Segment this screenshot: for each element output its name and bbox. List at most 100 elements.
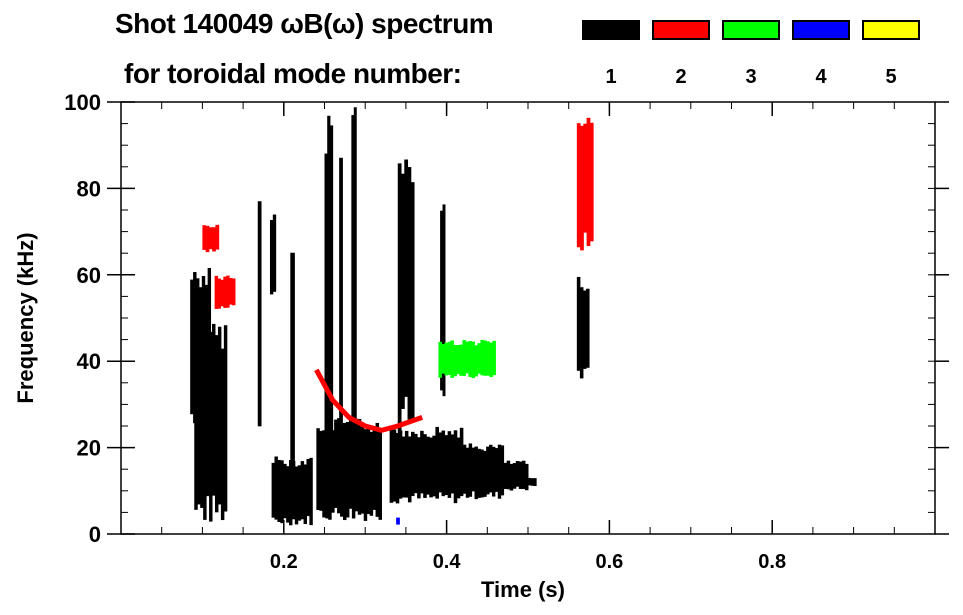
spectral-patch-mode-1 (257, 201, 262, 427)
spectral-strip (521, 460, 526, 490)
spectral-strip (497, 444, 502, 499)
spectral-strip (223, 276, 227, 308)
y-tick-label: 20 (77, 436, 101, 461)
spectral-strip (226, 275, 230, 308)
spectral-strip (583, 123, 588, 233)
spectral-strip (465, 341, 469, 374)
spectral-strip (456, 344, 460, 375)
spectral-strip (272, 214, 277, 292)
spectral-strip (486, 446, 490, 495)
y-tick-label: 40 (77, 349, 101, 374)
spectral-strip (483, 450, 487, 497)
spectral-strip (215, 224, 220, 250)
spectral-patch-mode-4 (396, 517, 400, 525)
spectral-strip (417, 437, 421, 499)
spectral-strip (325, 417, 329, 519)
spectral-strip (491, 446, 496, 497)
spectral-strip (353, 107, 357, 465)
spectral-strip (410, 182, 415, 420)
spectral-patch-mode-1 (351, 107, 357, 483)
spectral-strip (206, 348, 210, 497)
spectral-strip (297, 465, 302, 521)
spectral-strip (589, 122, 594, 242)
spectral-patch-mode-1 (194, 319, 228, 522)
spectral-patch-mode-2 (214, 275, 236, 309)
spectral-strip (271, 462, 275, 518)
chart-subtitle: for toroidal mode number: (124, 58, 462, 89)
spectral-patch-mode-1 (576, 276, 590, 379)
spectral-strip (300, 461, 305, 520)
spectral-strip (410, 431, 415, 497)
spectral-patch-mode-1 (389, 426, 464, 504)
spectral-patch-mode-2 (576, 117, 594, 251)
spectral-strip (459, 344, 463, 376)
spectral-strip (203, 319, 207, 520)
spectral-strip (586, 117, 591, 247)
spectral-strip (468, 443, 473, 497)
spectral-strip (369, 431, 374, 516)
spectral-strip (471, 341, 475, 379)
spectral-strip (486, 341, 490, 376)
spectral-strip (357, 419, 362, 515)
spectral-strip (197, 322, 201, 505)
spectral-strip (447, 341, 451, 375)
x-tick-label: 0.8 (758, 551, 786, 573)
spectral-strip (456, 437, 461, 499)
spectral-strip (459, 427, 464, 497)
spectral-strip (465, 447, 470, 498)
spectral-strip (324, 153, 328, 477)
chart-title: Shot 140049 ωB(ω) spectrum (115, 8, 494, 39)
legend-swatch-mode-3 (722, 20, 780, 40)
spectral-strip (462, 340, 466, 376)
spectral-strip (331, 430, 335, 513)
spectral-strip (200, 333, 204, 508)
spectral-strip (375, 422, 380, 517)
x-tick-label: 0.6 (595, 551, 623, 573)
spectral-strip (423, 434, 427, 498)
spectral-strip (329, 125, 334, 456)
spectral-strip (322, 430, 326, 518)
spectral-strip (232, 278, 236, 306)
spectral-patch-mode-1 (316, 417, 382, 521)
spectral-strip (366, 428, 371, 515)
spectral-strip (378, 431, 382, 520)
spectral-strip (528, 477, 532, 486)
spectral-strip (494, 448, 499, 492)
spectral-strip (194, 325, 198, 510)
y-tick-label: 0 (89, 522, 101, 547)
spectral-strip (345, 421, 350, 518)
spectral-strip (480, 339, 484, 376)
spectral-strip (453, 430, 458, 504)
spectral-strip (220, 279, 224, 307)
spectral-strip (509, 463, 514, 491)
spectral-strip (440, 210, 444, 391)
legend-label-mode-1: 1 (605, 66, 617, 88)
spectral-strip (343, 422, 347, 521)
spectral-strip (337, 418, 341, 514)
spectral-strip (533, 478, 537, 487)
spectral-strip (351, 115, 355, 483)
spectral-strip (289, 459, 293, 526)
spectral-strip (407, 436, 412, 503)
spectral-strip (327, 115, 331, 464)
spectral-strip (442, 204, 446, 397)
spectral-strip (319, 430, 323, 511)
spectral-strip (582, 290, 587, 369)
spectral-strip (468, 341, 472, 378)
spectral-strip (515, 461, 520, 487)
spectral-strip (407, 167, 412, 420)
spectral-patch-mode-3 (438, 339, 496, 379)
spectral-strip (303, 464, 307, 525)
legend-label-mode-4: 4 (815, 66, 827, 88)
x-tick-label: 0.2 (270, 551, 298, 573)
spectral-strip (471, 447, 476, 492)
spectral-strip (506, 460, 511, 490)
y-axis-label: Frequency (kHz) (13, 232, 38, 403)
spectral-patch-mode-1 (290, 252, 295, 488)
spectral-strip (450, 434, 455, 494)
spectral-strip (438, 341, 442, 378)
spectral-strip (291, 460, 296, 520)
spectral-strip (441, 343, 445, 374)
spectral-strip (339, 157, 343, 468)
